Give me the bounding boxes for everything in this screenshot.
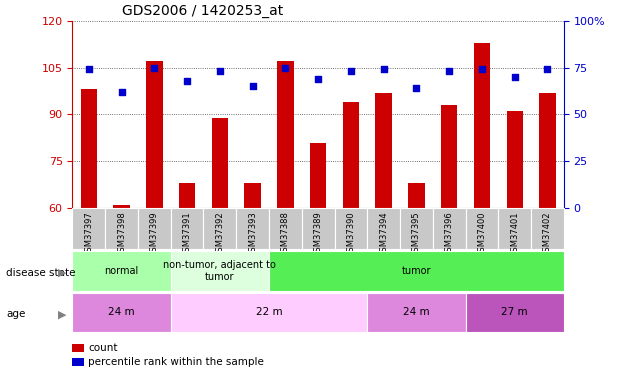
Point: [510, 74, 520, 80]
Bar: [466, 208, 498, 249]
Point: [280, 64, 290, 70]
Point: [182, 78, 192, 84]
Text: disease state: disease state: [6, 268, 76, 278]
Bar: [375, 93, 392, 208]
Point: [411, 85, 421, 91]
Text: GSM37391: GSM37391: [183, 211, 192, 257]
Text: GSM37402: GSM37402: [543, 211, 552, 257]
Bar: [433, 208, 466, 249]
Bar: [531, 208, 564, 249]
Bar: [171, 208, 203, 249]
Bar: [72, 208, 105, 249]
Point: [379, 66, 389, 72]
Bar: [244, 183, 261, 208]
Bar: [146, 61, 163, 208]
Bar: [269, 208, 302, 249]
Point: [477, 66, 487, 72]
Point: [542, 66, 553, 72]
Bar: [441, 105, 457, 208]
Bar: [203, 208, 236, 249]
Bar: [507, 111, 523, 208]
Text: GSM37397: GSM37397: [84, 211, 93, 257]
Bar: [310, 142, 326, 208]
Bar: [466, 292, 564, 332]
Bar: [498, 208, 531, 249]
Bar: [343, 102, 359, 208]
Bar: [171, 292, 367, 332]
Text: GDS2006 / 1420253_at: GDS2006 / 1420253_at: [122, 4, 283, 18]
Text: GSM37390: GSM37390: [346, 211, 355, 257]
Text: GSM37388: GSM37388: [281, 211, 290, 257]
Text: 24 m: 24 m: [108, 307, 135, 317]
Text: GSM37389: GSM37389: [314, 211, 323, 257]
Point: [444, 68, 454, 74]
Text: percentile rank within the sample: percentile rank within the sample: [88, 357, 264, 367]
Bar: [171, 251, 269, 291]
Point: [84, 66, 94, 72]
Bar: [81, 89, 97, 208]
Text: non-tumor, adjacent to
tumor: non-tumor, adjacent to tumor: [163, 260, 277, 282]
Bar: [179, 183, 195, 208]
Bar: [367, 208, 400, 249]
Point: [149, 64, 159, 70]
Point: [117, 89, 127, 95]
Bar: [408, 183, 425, 208]
Text: GSM37398: GSM37398: [117, 211, 126, 257]
Point: [346, 68, 356, 74]
Bar: [400, 208, 433, 249]
Text: ▶: ▶: [58, 309, 66, 319]
Text: age: age: [6, 309, 26, 319]
Text: normal: normal: [105, 266, 139, 276]
Bar: [367, 292, 466, 332]
Text: GSM37393: GSM37393: [248, 211, 257, 257]
Bar: [72, 251, 171, 291]
Text: 22 m: 22 m: [256, 307, 282, 317]
Bar: [138, 208, 171, 249]
Text: GSM37394: GSM37394: [379, 211, 388, 257]
Point: [248, 83, 258, 89]
Bar: [474, 42, 490, 208]
Text: GSM37401: GSM37401: [510, 211, 519, 257]
Bar: [269, 251, 564, 291]
Text: 24 m: 24 m: [403, 307, 430, 317]
Bar: [212, 117, 228, 208]
Text: 27 m: 27 m: [501, 307, 528, 317]
Bar: [302, 208, 335, 249]
Text: GSM37400: GSM37400: [478, 211, 486, 257]
Text: count: count: [88, 343, 118, 353]
Bar: [335, 208, 367, 249]
Text: ▶: ▶: [58, 268, 66, 278]
Bar: [72, 292, 171, 332]
Bar: [236, 208, 269, 249]
Bar: [105, 208, 138, 249]
Bar: [539, 93, 556, 208]
Text: GSM37395: GSM37395: [412, 211, 421, 257]
Bar: [277, 61, 294, 208]
Point: [215, 68, 225, 74]
Text: GSM37396: GSM37396: [445, 211, 454, 257]
Bar: [113, 205, 130, 208]
Text: GSM37399: GSM37399: [150, 211, 159, 257]
Point: [313, 76, 323, 82]
Text: GSM37392: GSM37392: [215, 211, 224, 257]
Text: tumor: tumor: [402, 266, 431, 276]
